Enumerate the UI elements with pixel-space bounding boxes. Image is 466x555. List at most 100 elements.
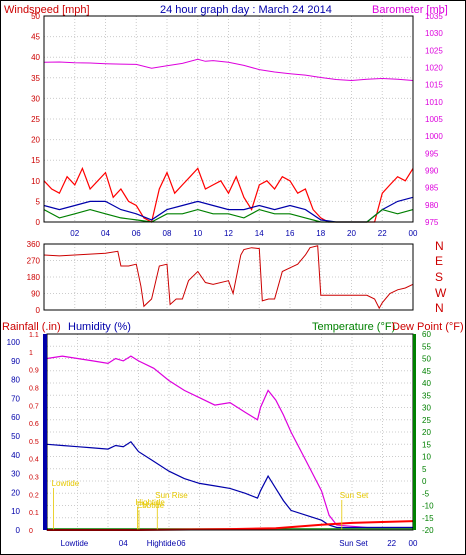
wind-tick-label: 0 — [36, 218, 41, 227]
temperature-tick-label: -20 — [422, 526, 434, 535]
temperature-axis-bar — [413, 334, 416, 530]
barometer-label: Barometer [mb] — [372, 4, 448, 16]
rain-tick-label: 0.2 — [29, 492, 39, 499]
temperature-tick-label: -15 — [422, 514, 434, 523]
rain-tick-label: 0.6 — [29, 421, 39, 428]
temperature-tick-label: 35 — [422, 391, 431, 400]
x-tick-label: 08 — [163, 229, 172, 238]
temperature-label: Temperature (°F) — [312, 321, 395, 333]
humidity-tick-label: 100 — [7, 338, 21, 347]
barometer-tick-label: 990 — [425, 167, 439, 176]
x-tick-label: 04 — [101, 229, 110, 238]
barometer-tick-label: 985 — [425, 184, 439, 193]
bottom-x-label: Lowtide — [61, 539, 89, 548]
x-tick-label: 06 — [132, 229, 141, 238]
series-line — [43, 245, 414, 310]
temperature-tick-label: 50 — [422, 355, 431, 364]
wind-x-tick-labels: 02 04 06 08 10 12 14 16 18 20 22 00 — [70, 229, 418, 238]
wind-tick-labels: 0 5 10 15 20 25 30 35 40 45 50 — [31, 12, 40, 227]
windspeed-label: Windspeed [mph] — [4, 4, 90, 16]
series-line — [46, 355, 413, 529]
bottom-x-label: 04 — [119, 539, 128, 548]
humidity-tick-label: 60 — [11, 413, 20, 422]
humidity-tick-label: 50 — [11, 432, 20, 441]
direction-tick-labels: 0 90 180 270 360 — [27, 240, 41, 315]
temperature-tick-labels: -20 -15 -10 -5 0 5 10 15 20 25 30 35 40 45 50 55 60 — [422, 330, 434, 535]
x-tick-label: 14 — [255, 229, 264, 238]
bottom-x-label: Sun Set — [339, 539, 368, 548]
compass-tick-label: S — [435, 270, 443, 284]
barometer-tick-label: 1010 — [425, 98, 443, 107]
rain-tick-label: 0.7 — [29, 403, 39, 410]
bottom-x-label: 22 — [387, 539, 396, 548]
rain-tick-labels: 0 0.1 0.2 0.3 0.4 0.5 0.6 0.7 0.8 0.9 1 1.1 — [29, 332, 39, 535]
rain-tick-label: 0.5 — [29, 439, 39, 446]
temperature-tick-label: 60 — [422, 330, 431, 339]
temperature-tick-label: -5 — [422, 489, 430, 498]
wind-tick-label: 35 — [31, 74, 40, 83]
rainfall-label: Rainfall (.in) — [2, 321, 61, 333]
rain-tick-label: 0.4 — [29, 457, 39, 464]
x-tick-label: 10 — [193, 229, 202, 238]
humidity-tick-label: 20 — [11, 488, 20, 497]
weather-x-labels: Lowtide 04 Hightide 06 Sun Set 22 00 — [61, 539, 418, 548]
temperature-tick-label: 20 — [422, 428, 431, 437]
temperature-tick-label: -10 — [422, 502, 434, 511]
wind-tick-label: 50 — [31, 12, 40, 21]
wind-tick-label: 20 — [31, 136, 40, 145]
barometer-tick-label: 975 — [425, 218, 439, 227]
bottom-x-label: 06 — [177, 539, 186, 548]
compass-tick-label: E — [435, 254, 443, 268]
humidity-tick-label: 80 — [11, 376, 20, 385]
humidity-tick-label: 30 — [11, 470, 20, 479]
x-tick-label: 18 — [316, 229, 325, 238]
x-tick-label: 02 — [70, 229, 79, 238]
annotation-label: Lowtide — [52, 479, 80, 488]
annotation-label: Ebbtide — [137, 501, 165, 510]
x-tick-label: 20 — [347, 229, 356, 238]
bottom-x-label: Hightide — [147, 539, 177, 548]
temperature-tick-label: 55 — [422, 342, 431, 351]
annotation-label: Sun Rise — [155, 491, 188, 500]
temperature-tick-label: 25 — [422, 416, 431, 425]
humidity-tick-labels: 0 10 20 30 40 50 60 70 80 90 100 — [7, 338, 21, 535]
temperature-tick-label: 45 — [422, 367, 431, 376]
rain-tick-label: 0.8 — [29, 385, 39, 392]
wind-tick-label: 10 — [31, 177, 40, 186]
dewpoint-label: Dew Point (°F) — [392, 321, 464, 333]
direction-tick-label: 180 — [27, 273, 41, 282]
barometer-tick-label: 1000 — [425, 132, 443, 141]
barometer-tick-label: 1005 — [425, 115, 443, 124]
humidity-tick-label: 10 — [11, 507, 20, 516]
barometer-tick-label: 1030 — [425, 29, 443, 38]
barometer-tick-label: 1020 — [425, 64, 443, 73]
wind-frame — [43, 15, 414, 223]
temperature-tick-label: 15 — [422, 440, 431, 449]
rain-tick-label: 0.3 — [29, 475, 39, 482]
compass-tick-label: W — [435, 286, 447, 300]
humidity-tick-label: 40 — [11, 451, 20, 460]
rain-tick-label: 0 — [29, 528, 33, 535]
x-tick-label: 16 — [286, 229, 295, 238]
direction-tick-label: 0 — [36, 306, 41, 315]
humidity-label: Humidity (%) — [68, 321, 131, 333]
humidity-tick-label: 0 — [16, 526, 21, 535]
wind-tick-label: 25 — [31, 115, 40, 124]
wind-tick-label: 40 — [31, 53, 40, 62]
compass-tick-label: N — [435, 239, 444, 253]
wind-tick-label: 30 — [31, 94, 40, 103]
barometer-tick-label: 1025 — [425, 46, 443, 55]
wind-tick-label: 5 — [36, 197, 41, 206]
bottom-x-label: 00 — [409, 539, 418, 548]
direction-tick-label: 360 — [27, 240, 41, 249]
x-tick-label: 12 — [224, 229, 233, 238]
humidity-axis-bar — [43, 334, 47, 530]
barometer-tick-label: 995 — [425, 149, 439, 158]
temperature-tick-label: 40 — [422, 379, 431, 388]
wind-tick-label: 15 — [31, 156, 40, 165]
rain-tick-label: 0.1 — [29, 510, 39, 517]
temperature-tick-label: 5 — [422, 465, 427, 474]
